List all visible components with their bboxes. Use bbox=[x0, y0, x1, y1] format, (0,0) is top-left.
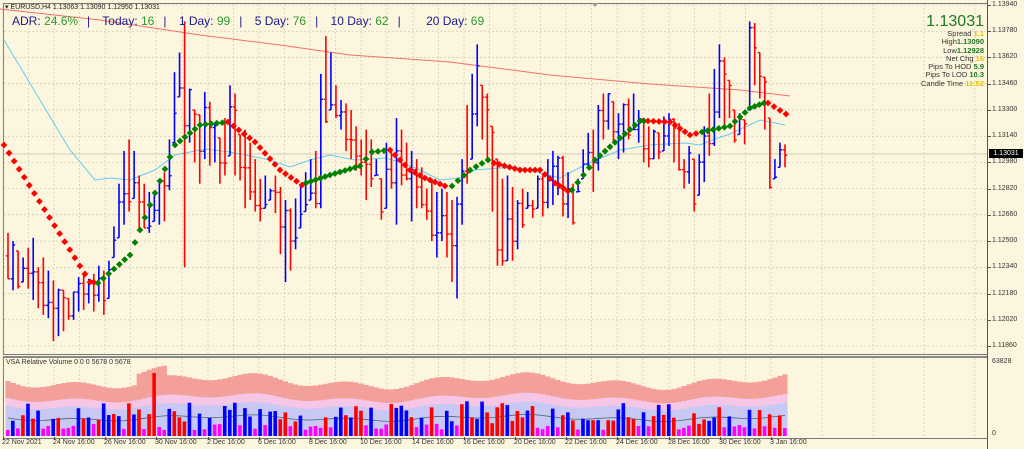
volume-axis-min: 0 bbox=[992, 430, 996, 437]
price-axis-label: 1.13620 bbox=[992, 53, 1018, 61]
1-day-item: 1 Day: 99 bbox=[178, 14, 231, 28]
time-axis-label: 6 Dec 16:00 bbox=[258, 439, 296, 446]
20-day-item: 20 Day: 69 bbox=[426, 14, 485, 28]
time-tick bbox=[310, 437, 311, 440]
time-axis-label: 22 Dec 16:00 bbox=[565, 439, 607, 446]
time-tick bbox=[413, 437, 414, 440]
price-tick bbox=[988, 293, 991, 295]
time-axis-label: 10 Dec 16:00 bbox=[360, 439, 402, 446]
time-tick bbox=[54, 437, 55, 440]
time-axis-label: 22 Nov 2021 bbox=[2, 439, 42, 446]
time-axis-label: 30 Dec 16:00 bbox=[719, 439, 761, 446]
price-axis-label: 1.12180 bbox=[992, 289, 1018, 297]
separator: | bbox=[315, 14, 319, 28]
5-day-item: 5 Day: 76 bbox=[254, 14, 307, 28]
separator: | bbox=[397, 14, 401, 28]
adr-item: ADR: 24.6% bbox=[12, 14, 79, 28]
price-axis-label: 1.13460 bbox=[992, 79, 1018, 87]
symbol-ohlc-line: ▾ EURUSD,H4 1.13063 1.13090 1.12950 1.13… bbox=[5, 3, 160, 11]
vsa-indicator-label: VSA Relative Volume 0 0 0 5678 0 5678 bbox=[6, 359, 131, 366]
time-tick bbox=[3, 437, 4, 440]
price-tick bbox=[988, 267, 991, 269]
time-tick bbox=[771, 437, 772, 440]
time-axis-label: 14 Dec 16:00 bbox=[412, 439, 454, 446]
price-tick bbox=[988, 346, 991, 347]
info-row-spread: Spread 1.1 bbox=[947, 29, 984, 38]
current-price-marker: 1.13031 bbox=[989, 149, 1023, 159]
price-info-panel: 1.13031 Spread 1.1 High1.13090 Low1.1292… bbox=[921, 14, 984, 88]
price-tick bbox=[988, 109, 991, 111]
symbol-ohlc-text: EURUSD,H4 1.13063 1.13090 1.12950 1.1303… bbox=[10, 4, 160, 11]
time-tick bbox=[156, 437, 157, 440]
price-tick bbox=[988, 319, 991, 321]
time-tick bbox=[617, 437, 618, 440]
price-axis-label: 1.12820 bbox=[992, 184, 1018, 192]
time-tick bbox=[515, 437, 516, 440]
price-tick bbox=[988, 57, 991, 59]
price-axis-label: 1.12340 bbox=[992, 263, 1018, 271]
time-tick bbox=[259, 437, 260, 440]
price-axis-label: 1.12020 bbox=[992, 315, 1018, 323]
price-axis-label: 1.12980 bbox=[992, 158, 1018, 166]
info-row-pips-to-hod: Pips To HOD 5.9 bbox=[928, 62, 984, 72]
separator: | bbox=[87, 14, 91, 28]
time-tick bbox=[208, 437, 209, 440]
time-axis-label: 3 Jan 16:00 bbox=[770, 439, 807, 446]
price-axis-label: 1.13300 bbox=[992, 105, 1018, 113]
time-axis-label: 30 Nov 16:00 bbox=[155, 439, 197, 446]
price-tick bbox=[988, 83, 991, 85]
10-day-item: 10 Day: 62 bbox=[330, 14, 389, 28]
time-tick bbox=[105, 437, 106, 440]
separator: | bbox=[163, 14, 167, 28]
price-axis-label: 1.12500 bbox=[992, 237, 1018, 245]
info-row-pips-to-lod: Pips To LOD 10.3 bbox=[925, 70, 984, 80]
time-axis-label: 28 Dec 16:00 bbox=[668, 439, 710, 446]
time-axis-label: 2 Dec 16:00 bbox=[207, 439, 245, 446]
time-axis-label: 26 Nov 16:00 bbox=[104, 439, 146, 446]
price-axis-label: 1.13780 bbox=[992, 27, 1018, 35]
time-tick bbox=[464, 437, 465, 440]
time-tick bbox=[669, 437, 670, 440]
adr-indicator-bar: ADR: 24.6% | Today: 16 | 1 Day: 99 | 5 Day:… bbox=[12, 14, 484, 28]
separator: | bbox=[239, 14, 243, 28]
today-item: Today: 16 bbox=[102, 14, 155, 28]
time-tick bbox=[361, 437, 362, 440]
chart-shift-marker-icon[interactable] bbox=[592, 3, 598, 7]
current-price-big: 1.13031 bbox=[926, 13, 984, 30]
price-tick bbox=[988, 31, 991, 33]
time-tick bbox=[720, 437, 721, 440]
price-axis[interactable]: 1.13940 1.13780 1.13620 1.13460 1.13300 1.131… bbox=[987, 0, 1024, 449]
price-chart-pane[interactable] bbox=[3, 3, 988, 355]
price-axis-label: 1.12660 bbox=[992, 210, 1018, 218]
time-axis-label: 24 Nov 16:00 bbox=[53, 439, 95, 446]
price-axis-label: 1.13140 bbox=[992, 132, 1018, 140]
info-row-candle-time: Candle Time 11:52 bbox=[921, 78, 984, 88]
time-tick bbox=[566, 437, 567, 440]
info-row-net-change: Net Chg 16 bbox=[946, 53, 984, 63]
price-tick bbox=[988, 136, 991, 138]
price-tick bbox=[988, 188, 991, 190]
info-row-low: Low1.12928 bbox=[943, 45, 984, 55]
price-axis-label: 1.11860 bbox=[992, 342, 1017, 349]
price-axis-label: 1.13940 bbox=[992, 1, 1018, 8]
time-axis-label: 24 Dec 16:00 bbox=[616, 439, 658, 446]
price-tick bbox=[988, 162, 991, 164]
time-axis-label: 20 Dec 16:00 bbox=[514, 439, 556, 446]
volume-axis-max: 63828 bbox=[992, 358, 1012, 365]
time-axis-label: 16 Dec 16:00 bbox=[463, 439, 505, 446]
price-tick bbox=[988, 241, 991, 243]
time-axis[interactable]: 22 Nov 2021 24 Nov 16:00 26 Nov 16:00 30 No… bbox=[0, 437, 987, 449]
dropdown-triangle-icon[interactable]: ▾ bbox=[5, 4, 11, 11]
info-row-high: High1.13090 bbox=[941, 37, 984, 47]
time-axis-label: 8 Dec 16:00 bbox=[309, 439, 347, 446]
price-tick bbox=[988, 214, 991, 216]
price-tick bbox=[988, 5, 991, 6]
